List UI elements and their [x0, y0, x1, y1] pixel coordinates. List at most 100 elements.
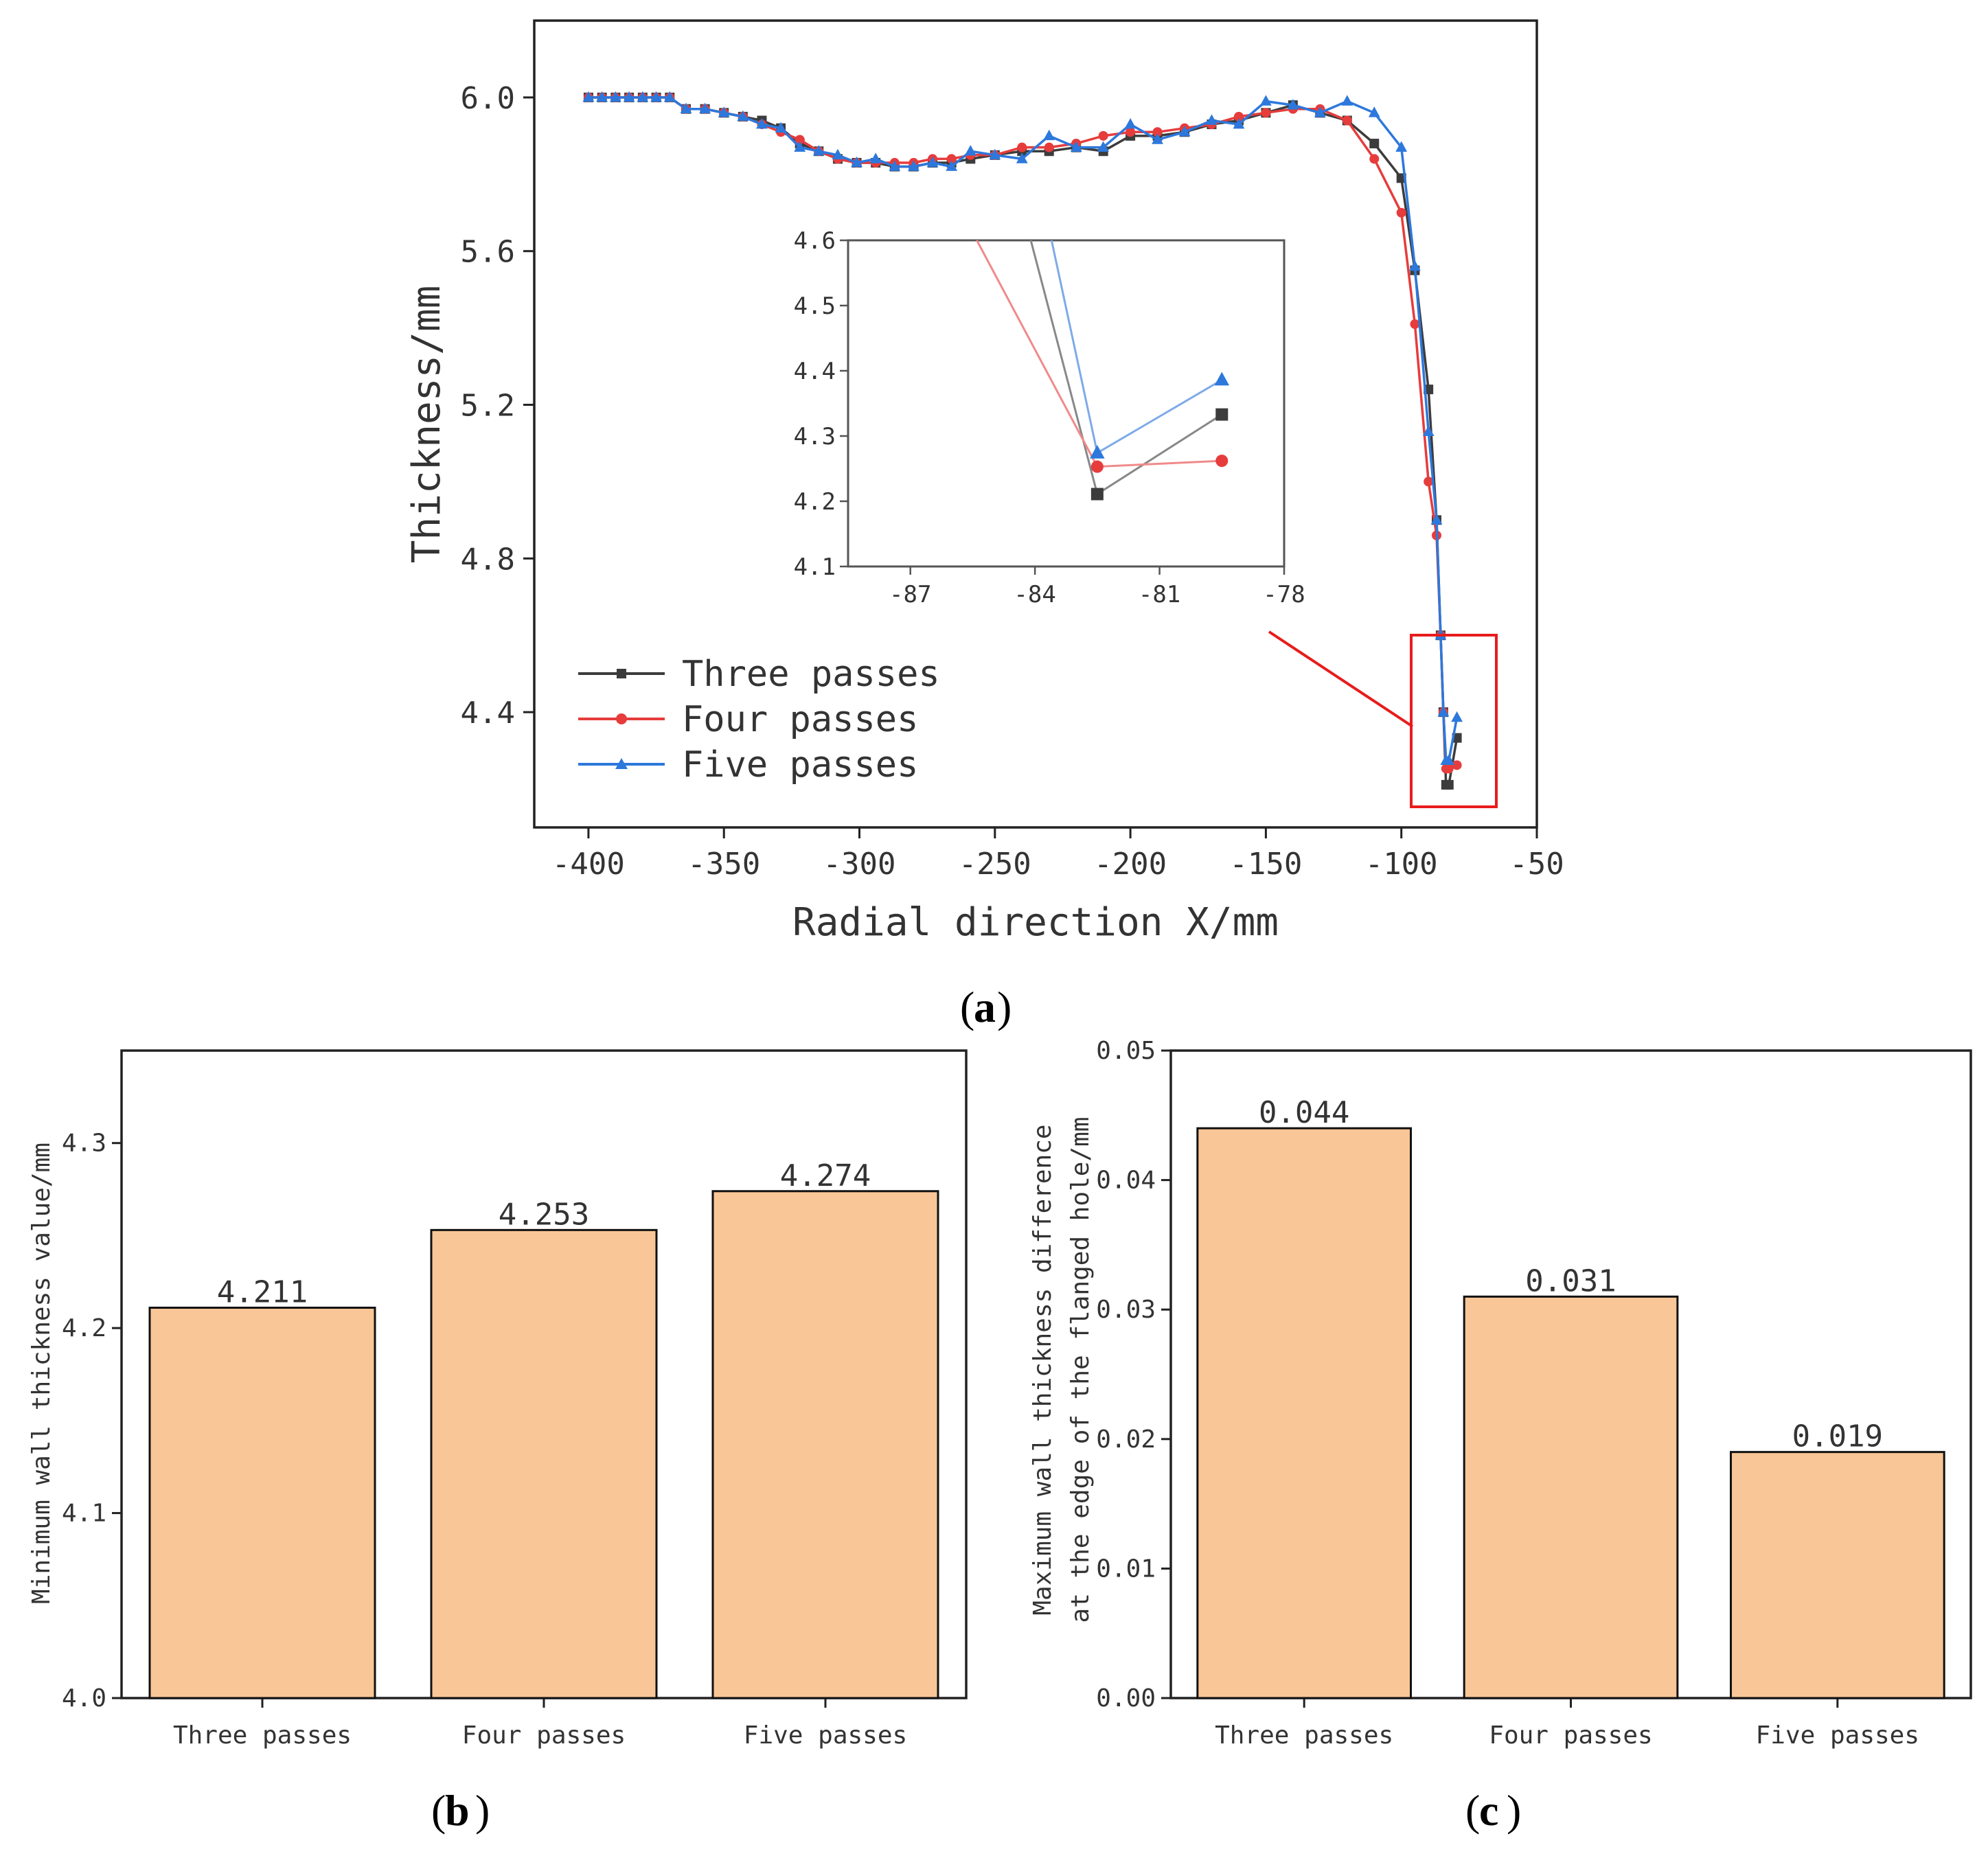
data-point [1424, 477, 1434, 487]
panel-a-caption: ( a ) [960, 983, 1012, 1031]
chart-c-ylabel-line2: at the edge of the flanged hole/mm [1066, 1117, 1095, 1623]
chart-b-ytick-label: 4.1 [62, 1500, 106, 1528]
data-point [718, 106, 730, 117]
chart-a-xtick-label: -200 [1094, 847, 1167, 882]
chart-a-inset: -87 -84 -81 -78 4.1 4.2 4.3 4.4 4.5 4.6 [794, 227, 1305, 608]
data-point [1043, 129, 1055, 141]
data-point [637, 91, 649, 102]
chart-c-category-label: Four passes [1489, 1721, 1652, 1750]
data-point [1342, 115, 1352, 126]
data-point [1451, 711, 1463, 722]
data-point [596, 91, 608, 102]
chart-a-xlabel: Radial direction X/mm [792, 900, 1279, 945]
data-point [1443, 754, 1455, 765]
chart-b-category-label: Five passes [744, 1721, 907, 1750]
chart-a-inset-ytick-label: 4.4 [794, 358, 836, 385]
data-point [775, 122, 787, 133]
panel-b-letter: b [445, 1786, 470, 1835]
data-point [946, 160, 958, 171]
inset-data-point [1090, 488, 1104, 501]
data-point [1396, 207, 1406, 218]
chart-a-frame [533, 19, 1538, 829]
data-point [650, 91, 662, 102]
inset-data-point [1215, 455, 1229, 468]
inset-data-point [1215, 408, 1229, 421]
chart-b-ytick-label: 4.2 [62, 1314, 106, 1342]
data-point [1152, 133, 1163, 144]
data-point [1016, 152, 1028, 163]
chart-c-category-label: Three passes [1215, 1721, 1393, 1750]
chart-a-xtick-label: -400 [552, 847, 625, 882]
data-point [1070, 141, 1082, 152]
chart-a-xtick-label: -350 [687, 847, 760, 882]
data-point [1341, 95, 1353, 106]
data-point [964, 145, 976, 156]
chart-c-ytick-label: 0.03 [1096, 1296, 1156, 1324]
data-point [1443, 779, 1454, 790]
svg-text:): ) [997, 983, 1012, 1031]
data-point [832, 148, 844, 160]
svg-text:(: ( [1465, 1786, 1480, 1835]
chart-b-bar: 4.0 4.1 4.2 4.3 Three passes Four passes Five … [27, 1049, 968, 1835]
chart-b-bar [430, 1228, 658, 1699]
chart-a-xtick-label: -150 [1229, 847, 1302, 882]
inset-data-point [1090, 460, 1104, 473]
data-point [582, 91, 595, 102]
data-point [812, 145, 825, 156]
panel-c-letter: c [1479, 1786, 1498, 1835]
chart-a-xtick-label: -300 [823, 847, 896, 882]
data-point [1261, 108, 1271, 118]
legend-four-label: Four passes [682, 699, 918, 740]
data-point [1409, 260, 1421, 271]
chart-a-inset-ytick-label: 4.6 [794, 227, 836, 255]
chart-a-zoom-connector [1268, 630, 1414, 728]
panel-c-caption: ( c ) [1465, 1786, 1521, 1835]
data-point [1044, 142, 1054, 152]
chart-b-category-label: Three passes [173, 1721, 352, 1750]
chart-b-ytick-label: 4.0 [62, 1684, 106, 1712]
chart-c-bar-value-label: 0.031 [1525, 1263, 1616, 1298]
legend-three-label: Three passes [682, 654, 940, 695]
chart-a-inset-xtick-label: -81 [1139, 581, 1180, 608]
chart-a-inset-ytick-label: 4.5 [794, 293, 836, 320]
data-point [795, 135, 805, 145]
svg-text:): ) [1507, 1786, 1521, 1835]
data-point [1368, 106, 1380, 117]
chart-a-legend: Three passes Four passes Five passes [578, 654, 940, 786]
data-point [1422, 425, 1435, 436]
legend-four-marker [616, 713, 627, 724]
chart-c-ylabel-line1: Maximum wall thickness difference [1029, 1124, 1057, 1615]
chart-c-ytick-label: 0.02 [1096, 1425, 1156, 1454]
data-point [1369, 139, 1380, 149]
chart-a-inset-ytick-label: 4.1 [794, 553, 836, 581]
chart-c-bar-value-label: 0.044 [1259, 1095, 1349, 1130]
chart-b-bar-value-label: 4.274 [780, 1158, 871, 1193]
data-point [1233, 111, 1244, 122]
chart-a-ytick-label: 5.2 [461, 389, 515, 424]
chart-a-xtick-label: -100 [1365, 847, 1438, 882]
chart-b-bar-value-label: 4.211 [217, 1275, 308, 1310]
chart-a-ytick-label: 6.0 [461, 81, 515, 116]
data-point [1430, 514, 1443, 525]
chart-c-bar [1196, 1127, 1413, 1699]
svg-text:(: ( [431, 1786, 446, 1835]
chart-c-bar [1463, 1295, 1679, 1699]
chart-b-ytick-label: 4.3 [62, 1130, 106, 1158]
data-point [623, 91, 635, 102]
svg-text:(: ( [960, 983, 974, 1031]
data-point [609, 91, 621, 102]
chart-a-ytick-label: 4.8 [461, 542, 515, 577]
data-point [1260, 95, 1272, 106]
data-point [1395, 141, 1408, 152]
chart-a-zoom-box [1410, 634, 1498, 808]
chart-c-ytick-label: 0.01 [1096, 1555, 1156, 1583]
data-point [1124, 117, 1136, 129]
chart-a-ylabel: Thickness/mm [404, 286, 449, 564]
data-point [989, 148, 1001, 160]
chart-a-inset-xtick-label: -84 [1014, 581, 1055, 608]
chart-a-inset-xtick-label: -87 [889, 581, 931, 608]
data-point [756, 117, 768, 129]
data-point [1369, 154, 1380, 164]
data-point [1437, 706, 1450, 717]
